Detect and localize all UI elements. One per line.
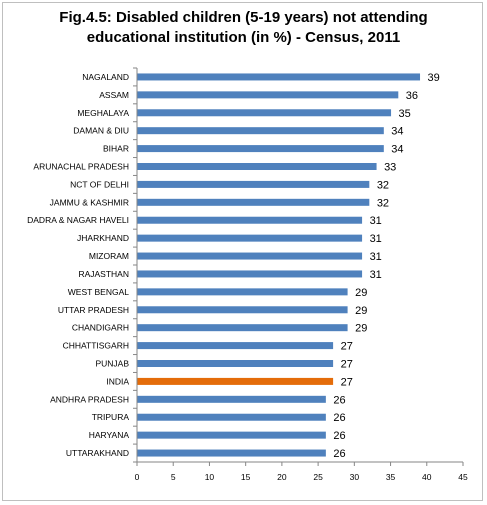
data-label: 27: [341, 359, 353, 371]
data-label: 26: [333, 394, 345, 406]
bar: [138, 163, 377, 170]
x-tick-label: 40: [422, 472, 432, 482]
category-label: CHANDIGARH: [72, 323, 129, 333]
bar: [138, 73, 421, 80]
category-label: DADRA & NAGAR HAVELI: [27, 215, 129, 225]
data-label: 32: [377, 179, 389, 191]
category-label: MEGHALAYA: [77, 108, 129, 118]
x-tick-label: 35: [386, 472, 396, 482]
x-tick-label: 5: [171, 472, 176, 482]
bar: [138, 324, 348, 331]
data-label: 31: [370, 269, 382, 281]
data-label: 34: [391, 144, 403, 156]
bar: [138, 450, 326, 457]
data-label: 29: [355, 323, 367, 335]
category-label: HARYANA: [89, 430, 130, 440]
bar: [138, 396, 326, 403]
bar: [138, 432, 326, 439]
data-label: 33: [384, 162, 396, 174]
bar: [138, 306, 348, 313]
data-label: 31: [370, 215, 382, 227]
x-tick-label: 30: [350, 472, 360, 482]
data-label: 31: [370, 233, 382, 245]
bar: [138, 127, 384, 134]
x-tick-label: 25: [313, 472, 323, 482]
data-label: 27: [341, 341, 353, 353]
bar: [138, 217, 363, 224]
bar: [138, 181, 370, 188]
data-label: 26: [333, 430, 345, 442]
bar: [138, 253, 363, 260]
data-label: 26: [333, 412, 345, 424]
category-label: TRIPURA: [92, 412, 130, 422]
data-label: 39: [428, 72, 440, 84]
bar: [138, 288, 348, 295]
bar: [138, 235, 363, 242]
category-label: INDIA: [106, 376, 129, 386]
bar: [138, 360, 334, 367]
category-label: UTTARAKHAND: [66, 448, 129, 458]
bar: [138, 91, 399, 98]
x-tick-label: 45: [458, 472, 468, 482]
x-tick-label: 15: [241, 472, 251, 482]
category-label: ANDHRA PRADESH: [50, 394, 129, 404]
data-label: 32: [377, 197, 389, 209]
category-label: JAMMU & KASHMIR: [50, 197, 129, 207]
category-label: JHARKHAND: [77, 233, 129, 243]
category-label: UTTAR PRADESH: [58, 305, 129, 315]
data-label: 29: [355, 287, 367, 299]
category-label: RAJASTHAN: [78, 269, 129, 279]
data-label: 36: [406, 90, 418, 102]
bar: [138, 145, 384, 152]
category-label: CHHATTISGARH: [63, 341, 129, 351]
x-tick-label: 20: [277, 472, 287, 482]
bar: [138, 199, 370, 206]
bar: [138, 342, 334, 349]
data-label: 31: [370, 251, 382, 263]
bar: [138, 109, 392, 116]
category-label: ASSAM: [99, 90, 129, 100]
x-tick-label: 0: [135, 472, 140, 482]
category-label: DAMAN & DIU: [73, 126, 129, 136]
data-label: 35: [399, 108, 411, 120]
category-label: NCT OF DELHI: [70, 179, 129, 189]
data-label: 34: [391, 126, 403, 138]
category-label: PUNJAB: [95, 359, 129, 369]
category-label: MIZORAM: [89, 251, 129, 261]
category-label: ARUNACHAL PRADESH: [33, 162, 129, 172]
category-label: WEST BENGAL: [68, 287, 130, 297]
bar: [138, 414, 326, 421]
x-tick-label: 10: [205, 472, 215, 482]
category-label: NAGALAND: [82, 72, 129, 82]
data-label: 29: [355, 305, 367, 317]
data-label: 27: [341, 376, 353, 388]
bar: [138, 270, 363, 277]
category-label: BIHAR: [103, 144, 129, 154]
data-label: 26: [333, 448, 345, 460]
bar: [138, 378, 334, 385]
